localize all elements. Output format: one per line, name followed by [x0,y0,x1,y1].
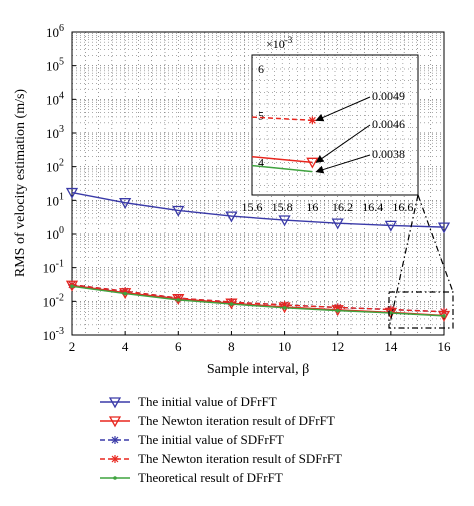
legend-marker [111,436,119,444]
legend-label: The Newton iteration result of DFrFT [138,413,335,428]
legend-label: The initial value of SDFrFT [138,432,284,447]
data-point [119,198,132,210]
y-tick-label: 100 [46,225,64,242]
y-tick-label: 10-2 [43,292,64,309]
inset-multiplier-label: ×10-3 [266,35,293,51]
x-tick-label: 6 [175,339,182,354]
inset-series-line [251,116,313,122]
series-line [71,285,445,317]
data-point [65,187,79,199]
data-point [333,303,342,312]
legend-marker [113,476,117,480]
y-tick-label: 10-1 [43,259,64,276]
legend-label: The Newton iteration result of SDFrFT [138,451,342,466]
y-tick-label: 105 [46,57,64,74]
legend-item: The Newton iteration result of DFrFT [100,413,335,428]
annotation-arrow [315,154,371,174]
data-point [176,298,181,302]
legend-marker [108,397,122,409]
legend-label: Theoretical result of DFrFT [138,470,283,485]
legend-marker [108,416,122,428]
data-point [225,211,238,223]
x-tick-label: 2 [69,339,76,354]
x-tick-labels: 2 4 6 8 10 12 14 16 [69,331,451,354]
inset-y-tick-label: 4 [258,155,264,169]
series-4 [68,280,448,316]
series-lines [65,187,451,322]
main-grid [72,32,444,335]
inset-x-tick-label: 16.6 [392,200,413,214]
inset-x-tick-labels: 15.6 15.8 16 16.2 16.4 16.6 [242,200,414,214]
y-tick-label: 101 [46,191,64,208]
x-tick-label: 14 [384,339,398,354]
legend-item: The Newton iteration result of SDFrFT [100,451,342,466]
y-axis-label: RMS of velocity estimation (m/s) [13,89,28,278]
annotation-label: 0.0049 [372,89,405,103]
data-point [229,302,234,306]
data-point [384,220,397,232]
annotation-label: 0.0046 [372,117,405,131]
inset-x-tick-label: 16.4 [362,200,383,214]
x-tick-label: 12 [331,339,344,354]
legend-marker [111,455,119,463]
data-point [335,308,340,313]
y-tick-label: 102 [46,158,64,175]
zoom-region-box [388,291,454,329]
data-point [282,306,287,310]
inset-annotations: 0.0049 0.0046 0.0038 [315,89,405,174]
zoom-connector-lower [388,194,419,329]
annotation-arrow [315,96,371,122]
inset-frame [251,54,419,196]
y-tick-labels: 10-3 10-2 10-1 100 101 102 103 104 105 106 [43,23,76,343]
legend-item: Theoretical result of DFrFT [100,470,283,485]
inset-data-point [308,116,317,125]
x-tick-label: 4 [122,339,129,354]
inset-x-tick-label: 15.8 [272,200,293,214]
annotation-arrow [315,124,371,163]
data-point [70,284,74,289]
x-axis-label: Sample interval, β [207,362,309,377]
y-tick-label: 104 [46,90,64,107]
legend: The initial value of DFrFT The Newton ite… [100,394,342,485]
x-tick-label: 8 [228,339,235,354]
inset-y-tick-labels: 4 5 6 [258,62,264,169]
inset-x-tick-label: 16.2 [332,200,353,214]
inset-x-tick-label: 16 [306,200,318,214]
annotation-label: 0.0038 [372,147,405,161]
series-line [71,284,445,313]
inset-y-tick-label: 6 [258,62,264,76]
legend-item: The initial value of SDFrFT [100,432,284,447]
zoom-connector-upper [417,194,454,293]
inset-series-line [251,155,313,164]
series-1 [65,187,451,234]
legend-item: The initial value of DFrFT [100,394,277,409]
data-point [331,218,344,230]
inset-y-tick-label: 5 [258,109,264,123]
legend-label: The initial value of DFrFT [138,394,277,409]
inset-data-point [306,157,319,169]
x-tick-label: 10 [278,339,291,354]
inset-x-tick-label: 15.6 [242,200,263,214]
inset-series-line [251,164,313,173]
data-point [278,215,291,227]
y-tick-label: 106 [46,23,64,40]
data-point [172,205,185,217]
y-tick-label: 10-3 [43,326,64,343]
x-tick-label: 16 [438,339,452,354]
series-line [71,191,445,228]
inset-series-lines [251,116,319,173]
data-point [123,291,127,296]
main-plot-frame [71,31,445,336]
y-tick-label: 103 [46,124,64,141]
data-point [442,314,446,318]
data-point [437,222,451,234]
inset-panel: 15.6 15.8 16 16.2 16.4 16.6 456 ×10-3 0.00490… [242,35,419,214]
